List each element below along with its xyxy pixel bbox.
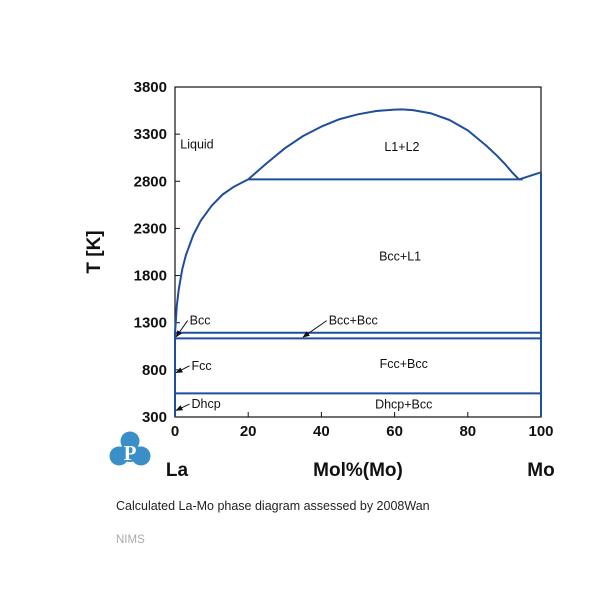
label-pointer-arrow (175, 365, 190, 374)
phase-region-label: Fcc (191, 359, 211, 373)
phase-region-label: Dhcp+Bcc (375, 398, 432, 412)
phase-region-label: Bcc+Bcc (329, 314, 378, 328)
phase-region-label: Bcc+L1 (379, 249, 421, 263)
y-tick-label: 3300 (134, 126, 167, 143)
label-pointer-arrow (302, 320, 328, 338)
y-tick-label: 1300 (134, 315, 167, 332)
phase-region-label: Bcc (190, 314, 211, 328)
phase-region-label: Dhcp (191, 397, 220, 411)
label-pointer-arrow (175, 403, 190, 411)
phase-region-label: L1+L2 (384, 140, 419, 154)
y-tick-label: 2800 (134, 173, 167, 190)
x-tick-label: 100 (528, 423, 553, 440)
logo-letter: P (124, 441, 137, 465)
x-tick-label: 60 (386, 423, 403, 440)
y-tick-label: 1800 (134, 268, 167, 285)
x-tick-label: 20 (240, 423, 257, 440)
figure-caption: Calculated La-Mo phase diagram assessed … (116, 499, 430, 513)
plot-frame (174, 86, 542, 418)
label-pointer-arrow (175, 320, 189, 338)
phase-boundary-line (518, 171, 542, 181)
y-tick-label: 3800 (134, 79, 167, 96)
x-tick-label: 40 (313, 423, 330, 440)
phase-region-label: Liquid (180, 137, 213, 151)
y-tick-label: 800 (142, 362, 167, 379)
x-axis-title: Mol%(Mo) (313, 460, 403, 481)
phase-boundary-line (174, 178, 249, 333)
x-axis-right-element: Mo (527, 460, 554, 481)
source-label: NIMS (116, 534, 145, 546)
y-tick-label: 300 (142, 409, 167, 426)
x-tick-label: 80 (459, 423, 476, 440)
x-tick-label: 0 (171, 423, 179, 440)
logo-icon: P (109, 431, 151, 466)
y-axis-title: T [K] (84, 230, 105, 273)
y-tick-label: 2300 (134, 220, 167, 237)
phase-boundary-line (247, 108, 520, 181)
x-axis-left-element: La (166, 460, 189, 481)
phase-region-label: Fcc+Bcc (380, 357, 428, 371)
